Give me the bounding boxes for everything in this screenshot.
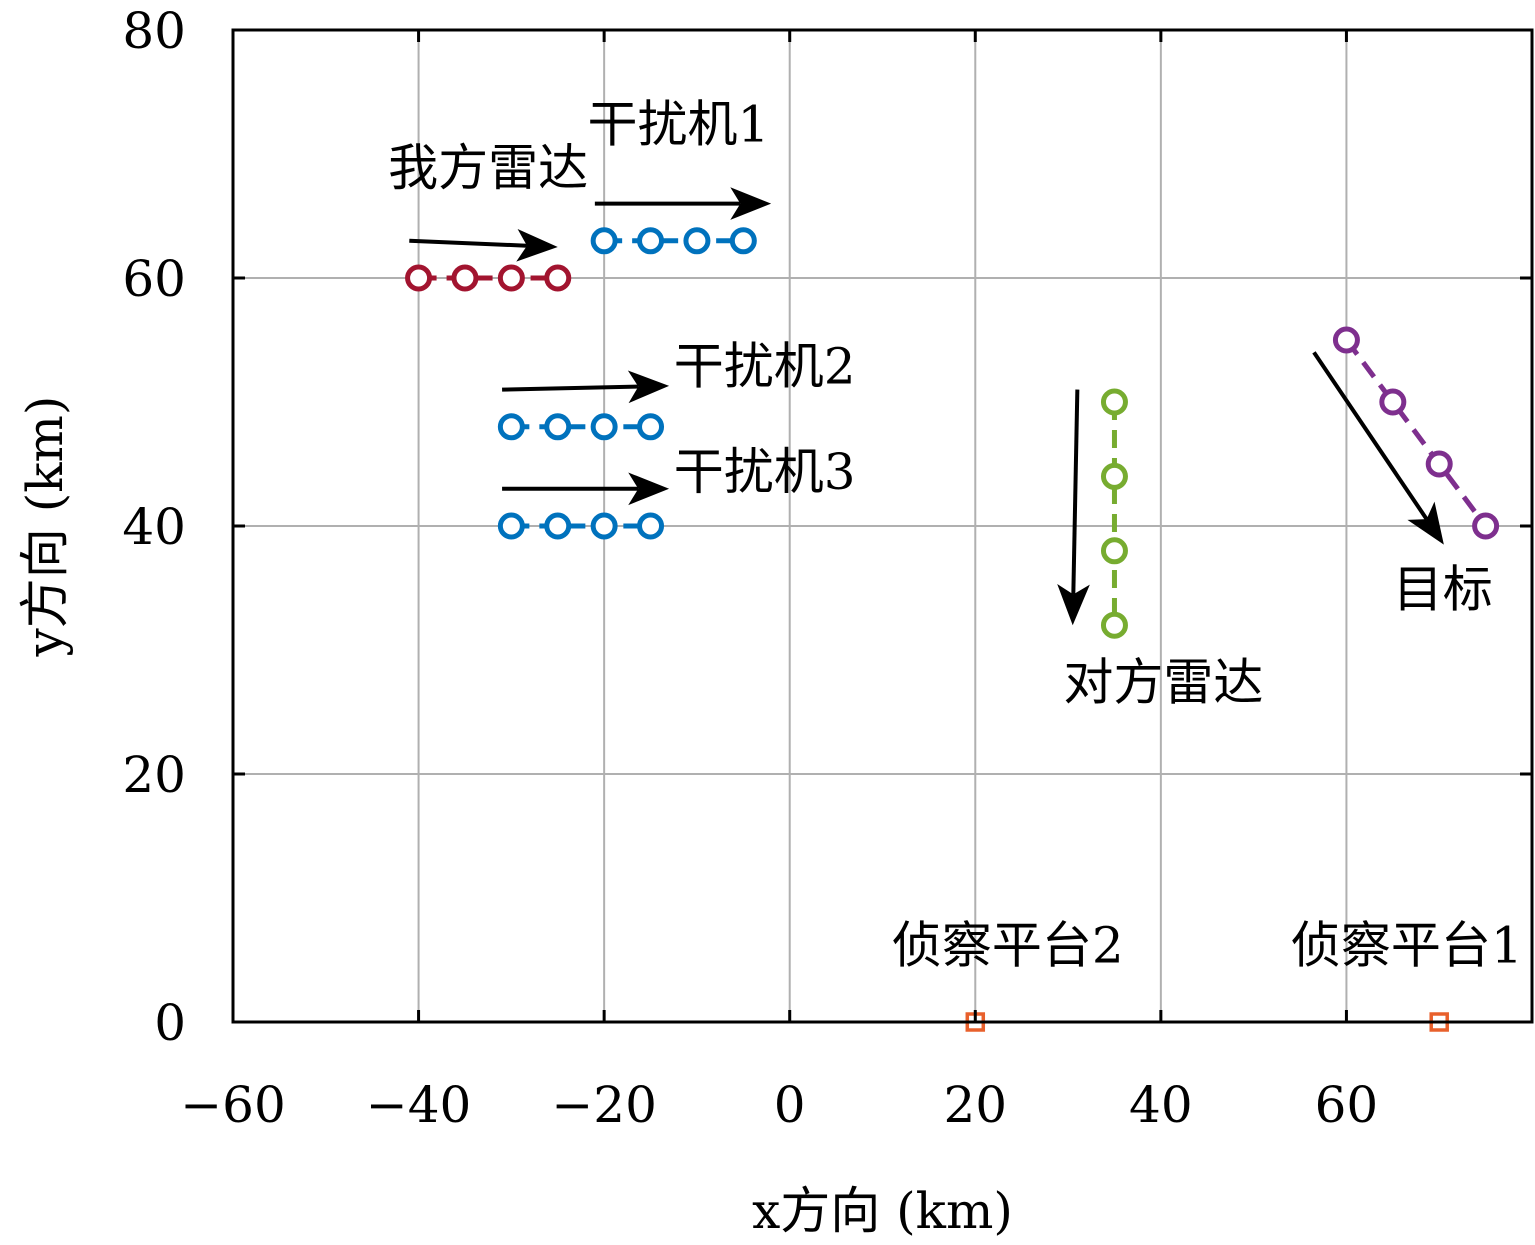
direction-arrow [409, 228, 558, 262]
arrow-head [1407, 501, 1444, 545]
annotation-label: 侦察平台2 [892, 916, 1124, 974]
circle-marker [590, 413, 618, 441]
y-tick-label: 20 [122, 746, 186, 804]
arrow-head [516, 228, 558, 262]
circle-marker [1472, 512, 1500, 540]
series-0 [405, 264, 572, 292]
circle-marker [637, 512, 665, 540]
y-tick-label: 80 [122, 2, 186, 60]
annotation-label: 干扰机3 [674, 443, 856, 501]
y-tick-label: 0 [154, 994, 186, 1052]
circle-marker [544, 512, 572, 540]
direction-arrow [1057, 389, 1090, 626]
circle-marker [729, 227, 757, 255]
direction-arrow [594, 187, 772, 220]
arrow-shaft [1312, 351, 1429, 521]
series-5 [1332, 326, 1500, 540]
arrow-head [627, 370, 670, 404]
arrow-shaft [1071, 389, 1080, 595]
series-3 [497, 512, 665, 540]
circle-marker [497, 512, 525, 540]
circle-marker [451, 264, 479, 292]
arrow-head [730, 187, 772, 220]
series-2 [497, 413, 665, 441]
y-axis-title: y方向 (km) [16, 396, 74, 658]
direction-arrow [1312, 351, 1444, 545]
circle-marker [683, 227, 711, 255]
circle-marker [1100, 462, 1128, 490]
x-tick-label: 20 [943, 1076, 1007, 1134]
x-tick-label: 60 [1315, 1076, 1379, 1134]
circle-marker [544, 413, 572, 441]
x-tick-label: −20 [551, 1076, 657, 1134]
direction-arrow [502, 472, 670, 506]
series-1 [590, 227, 757, 255]
y-tick-label: 60 [122, 250, 186, 308]
circle-marker [1100, 611, 1128, 639]
circle-marker [1100, 388, 1128, 416]
circle-marker [1332, 326, 1360, 354]
annotation-label: 干扰机1 [587, 96, 769, 154]
circle-marker [637, 413, 665, 441]
circle-marker [497, 264, 525, 292]
series-layer [405, 227, 1500, 1032]
arrow-shaft [502, 384, 639, 392]
circle-marker [590, 227, 618, 255]
x-tick-label: −40 [366, 1076, 472, 1134]
x-tick-label: −60 [180, 1076, 286, 1134]
annotation-label: 干扰机2 [674, 337, 856, 395]
tick-layer: −60 −40 −20 0 20 40 60 0 20 40 60 80 [122, 2, 1532, 1134]
arrow-head [628, 472, 670, 506]
y-tick-label: 40 [122, 498, 186, 556]
annotation-label: 目标 [1393, 561, 1493, 619]
circle-marker [405, 264, 433, 292]
circle-marker [544, 264, 572, 292]
direction-arrow [502, 370, 670, 404]
circle-marker [1379, 388, 1407, 416]
circle-marker [590, 512, 618, 540]
x-tick-label: 0 [774, 1076, 806, 1134]
x-tick-label: 40 [1129, 1076, 1193, 1134]
arrow-head [1057, 584, 1090, 626]
series-line [1344, 338, 1488, 528]
arrow-shaft [409, 238, 528, 248]
annotation-label: 侦察平台1 [1291, 916, 1523, 974]
series-4 [1100, 388, 1128, 639]
annotation-label: 对方雷达 [1063, 654, 1263, 712]
annotation-label: 我方雷达 [388, 139, 588, 197]
arrow-layer [409, 187, 1444, 626]
circle-marker [497, 413, 525, 441]
circle-marker [1425, 450, 1453, 478]
circle-marker [1100, 537, 1128, 565]
x-axis-title: x方向 (km) [752, 1182, 1013, 1240]
circle-marker [637, 227, 665, 255]
